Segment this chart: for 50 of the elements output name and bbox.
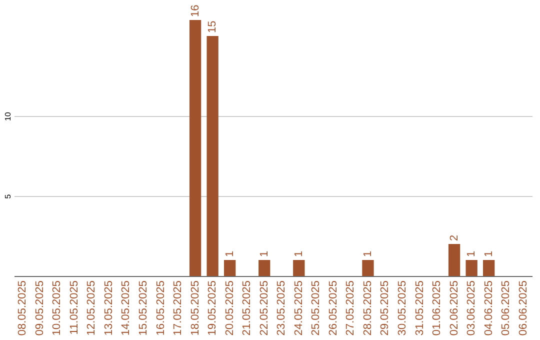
- x-tick-label: 27.05.2025: [344, 280, 357, 336]
- x-tick-label: 31.05.2025: [414, 280, 426, 336]
- data-label: 1: [292, 250, 305, 257]
- x-tick-label: 08.05.2025: [16, 280, 29, 336]
- x-tick-label: 20.05.2025: [224, 280, 236, 336]
- y-tick-label: 5: [4, 194, 12, 199]
- bar: [206, 36, 218, 276]
- x-tick-label: 19.05.2025: [206, 280, 219, 336]
- data-label: 1: [224, 250, 236, 257]
- x-tick-label: 26.05.2025: [327, 280, 340, 336]
- data-label: 15: [206, 20, 219, 33]
- x-tick-label: 09.05.2025: [34, 280, 46, 336]
- bar: [483, 260, 495, 276]
- x-tick-label: 06.06.2025: [517, 280, 530, 336]
- x-tick-label: 23.05.2025: [276, 280, 288, 336]
- bar: [448, 244, 460, 276]
- x-tick-label: 22.05.2025: [258, 280, 270, 336]
- bar: [224, 260, 236, 276]
- data-label: 2: [448, 234, 460, 241]
- x-tick-label: 29.05.2025: [379, 280, 392, 336]
- x-tick-label: 24.05.2025: [292, 280, 305, 336]
- x-tick-label: 17.05.2025: [172, 280, 184, 336]
- data-label: 1: [258, 250, 270, 257]
- x-tick-label: 16.05.2025: [154, 280, 167, 336]
- data-label: 1: [466, 250, 478, 257]
- bar: [189, 20, 202, 276]
- x-tick-label: 13.05.2025: [102, 280, 115, 336]
- bar: [362, 260, 374, 276]
- bar: [293, 260, 305, 276]
- y-tick-label: 10: [4, 112, 12, 121]
- x-tick-label: 28.05.2025: [362, 280, 374, 336]
- bar: [258, 260, 270, 276]
- x-tick-label: 05.06.2025: [500, 280, 512, 336]
- x-tick-label: 04.06.2025: [482, 280, 495, 336]
- x-tick-label: 30.05.2025: [396, 280, 408, 336]
- x-tick-label: 10.05.2025: [51, 280, 64, 336]
- data-label: 16: [189, 4, 202, 17]
- x-tick-label: 12.05.2025: [86, 280, 98, 336]
- x-tick-label: 03.06.2025: [466, 280, 478, 336]
- x-tick-label: 25.05.2025: [310, 280, 322, 336]
- x-tick-label: 18.05.2025: [189, 280, 202, 336]
- x-tick-label: 11.05.2025: [68, 280, 80, 335]
- x-tick-label: 14.05.2025: [120, 280, 132, 336]
- x-tick-label: 02.06.2025: [448, 280, 460, 336]
- data-label: 1: [482, 250, 495, 257]
- bar: [466, 260, 478, 276]
- x-tick-label: 15.05.2025: [138, 280, 150, 336]
- x-tick-label: 01.06.2025: [431, 280, 444, 336]
- data-label: 1: [362, 250, 374, 257]
- x-tick-label: 21.05.2025: [241, 280, 254, 336]
